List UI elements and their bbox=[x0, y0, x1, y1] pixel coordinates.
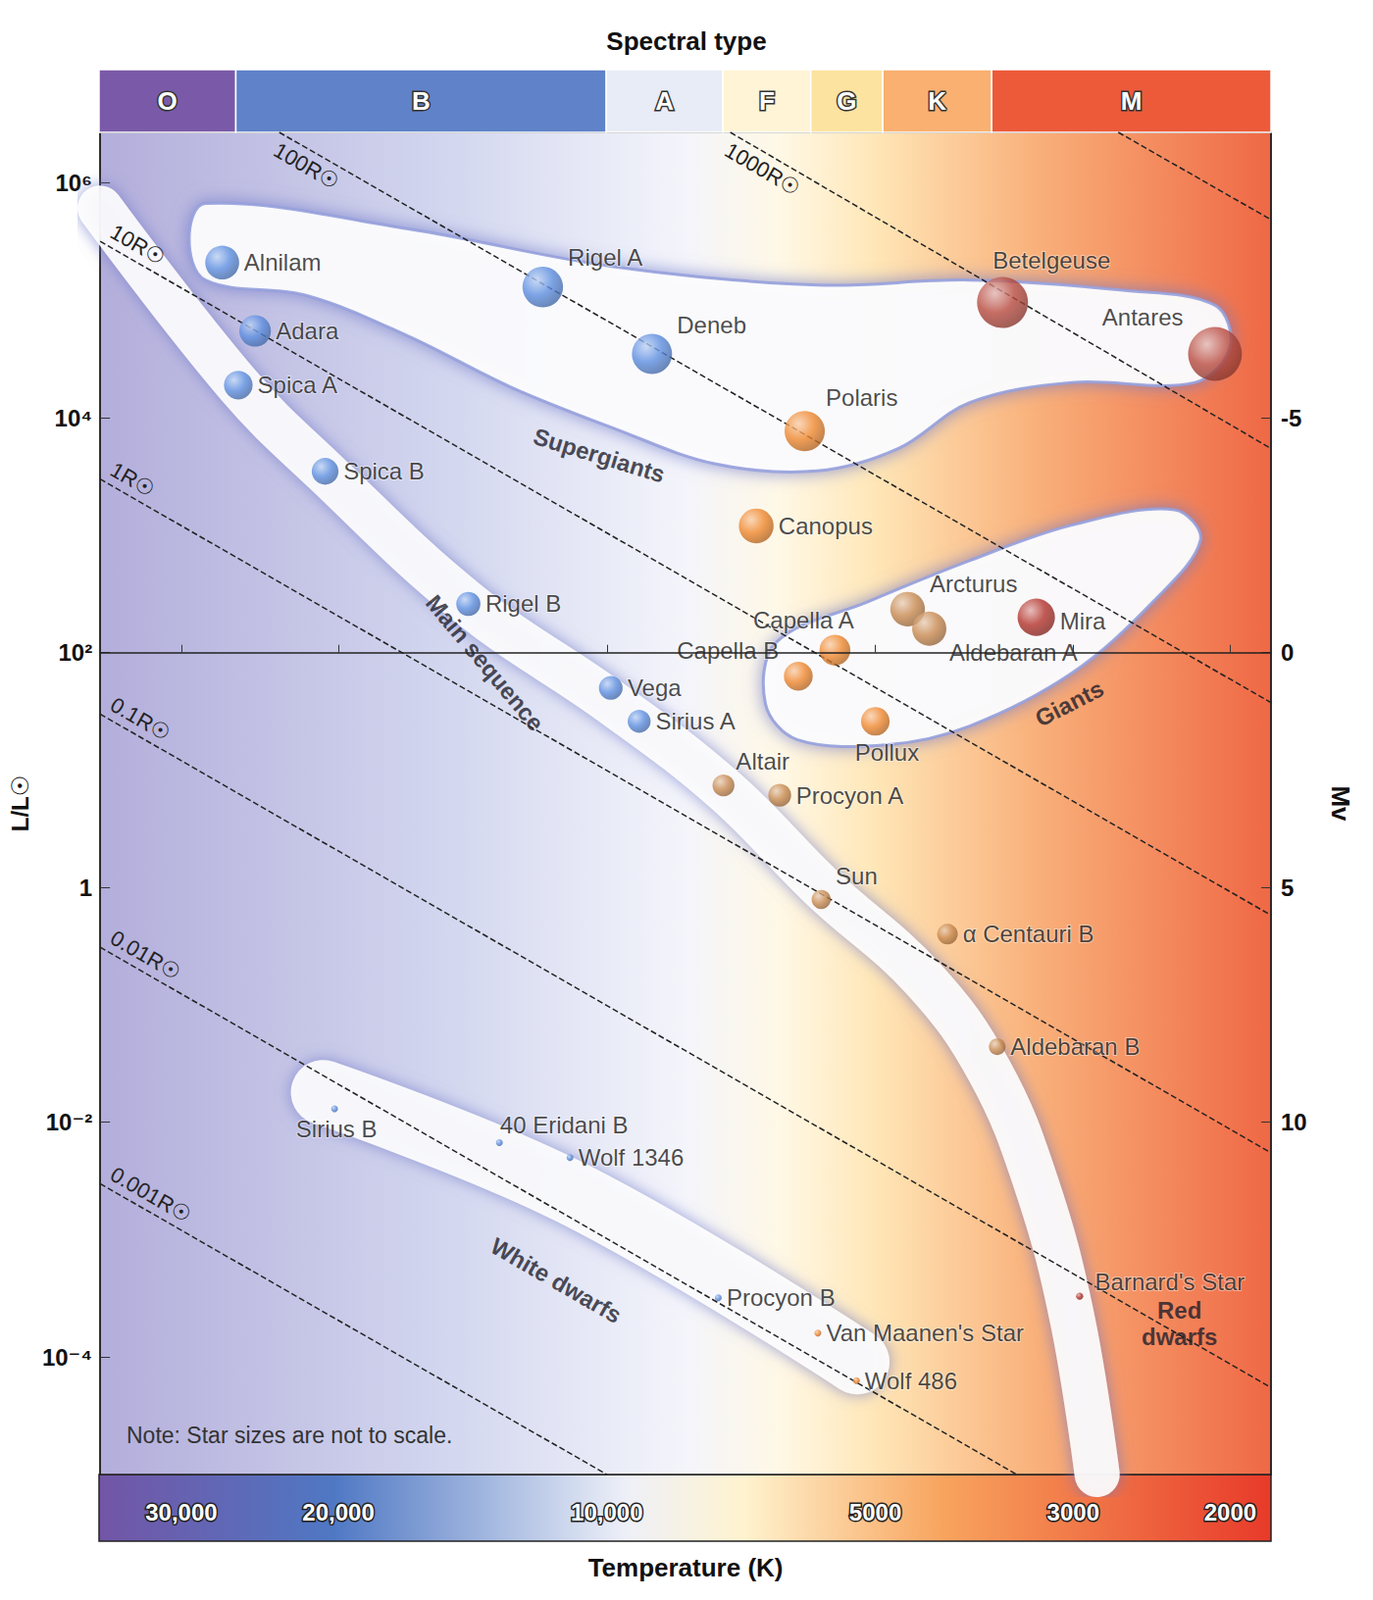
svg-text:L/L☉: L/L☉ bbox=[6, 775, 34, 833]
svg-text:Barnard's Star: Barnard's Star bbox=[1095, 1269, 1246, 1296]
svg-text:2000: 2000 bbox=[1204, 1499, 1257, 1526]
svg-text:10⁻⁴: 10⁻⁴ bbox=[42, 1344, 93, 1372]
svg-text:White dwarfs: White dwarfs bbox=[486, 1232, 627, 1329]
svg-text:1R☉: 1R☉ bbox=[105, 457, 159, 503]
svg-text:0.001R☉: 0.001R☉ bbox=[105, 1162, 196, 1228]
svg-text:10,000: 10,000 bbox=[570, 1499, 643, 1526]
svg-text:Vega: Vega bbox=[627, 674, 682, 702]
svg-text:Aldebaran A: Aldebaran A bbox=[949, 639, 1078, 666]
svg-text:Van Maanen's Star: Van Maanen's Star bbox=[825, 1320, 1024, 1347]
svg-text:Capella B: Capella B bbox=[676, 637, 779, 664]
svg-text:10⁻²: 10⁻² bbox=[46, 1109, 93, 1136]
svg-text:40 Eridani B: 40 Eridani B bbox=[500, 1112, 629, 1139]
svg-text:1000R☉: 1000R☉ bbox=[720, 138, 806, 202]
svg-text:Pollux: Pollux bbox=[855, 739, 919, 766]
svg-text:1: 1 bbox=[79, 874, 93, 902]
svg-text:α Centauri B: α Centauri B bbox=[963, 920, 1095, 948]
svg-text:10⁴: 10⁴ bbox=[54, 405, 94, 432]
svg-text:Rigel A: Rigel A bbox=[567, 244, 643, 271]
svg-text:Capella A: Capella A bbox=[753, 607, 855, 634]
svg-text:Polaris: Polaris bbox=[825, 384, 898, 411]
svg-text:B: B bbox=[411, 86, 431, 116]
svg-text:Giants: Giants bbox=[1030, 674, 1109, 732]
svg-text:10R☉: 10R☉ bbox=[105, 219, 170, 271]
svg-text:Wolf 486: Wolf 486 bbox=[864, 1368, 958, 1395]
svg-text:0.01R☉: 0.01R☉ bbox=[105, 925, 185, 986]
svg-text:Sirius B: Sirius B bbox=[296, 1116, 378, 1143]
svg-text:Wolf 1346: Wolf 1346 bbox=[578, 1144, 685, 1171]
svg-text:G: G bbox=[836, 86, 857, 116]
svg-text:Deneb: Deneb bbox=[676, 311, 747, 339]
svg-text:30,000: 30,000 bbox=[145, 1499, 217, 1526]
svg-text:10: 10 bbox=[1280, 1109, 1308, 1136]
svg-text:Red: Red bbox=[1157, 1297, 1202, 1324]
svg-text:Sun: Sun bbox=[835, 863, 878, 890]
svg-text:Adara: Adara bbox=[275, 317, 340, 345]
svg-text:Spica A: Spica A bbox=[257, 371, 338, 399]
svg-text:O: O bbox=[157, 86, 178, 116]
svg-text:20,000: 20,000 bbox=[302, 1499, 374, 1526]
svg-text:Main sequence: Main sequence bbox=[420, 589, 550, 737]
svg-text:10²: 10² bbox=[57, 639, 93, 666]
svg-text:3000: 3000 bbox=[1047, 1499, 1100, 1526]
svg-text:K: K bbox=[927, 86, 947, 116]
svg-text:Betelgeuse: Betelgeuse bbox=[992, 247, 1111, 274]
svg-text:Procyon B: Procyon B bbox=[726, 1284, 836, 1312]
svg-text:Spica B: Spica B bbox=[343, 457, 425, 485]
svg-text:100R☉: 100R☉ bbox=[269, 138, 344, 196]
svg-text:Supergiants: Supergiants bbox=[530, 422, 668, 488]
svg-text:Altair: Altair bbox=[735, 748, 790, 775]
svg-text:Alnilam: Alnilam bbox=[244, 249, 322, 276]
svg-text:5000: 5000 bbox=[849, 1499, 902, 1526]
svg-text:Mv: Mv bbox=[1325, 785, 1356, 822]
svg-text:Canopus: Canopus bbox=[778, 512, 873, 540]
svg-text:Arcturus: Arcturus bbox=[929, 570, 1018, 598]
svg-text:dwarfs: dwarfs bbox=[1141, 1323, 1218, 1351]
svg-text:10⁶: 10⁶ bbox=[55, 169, 93, 197]
svg-text:A: A bbox=[655, 86, 674, 116]
svg-text:Spectral type: Spectral type bbox=[606, 26, 766, 56]
svg-text:0: 0 bbox=[1280, 639, 1294, 666]
svg-text:Procyon A: Procyon A bbox=[796, 782, 904, 810]
svg-text:Mira: Mira bbox=[1060, 608, 1107, 635]
svg-text:Aldebaran B: Aldebaran B bbox=[1010, 1033, 1140, 1061]
svg-text:5: 5 bbox=[1280, 874, 1294, 902]
svg-text:Antares: Antares bbox=[1102, 304, 1184, 331]
svg-text:M: M bbox=[1120, 86, 1143, 116]
svg-text:-5: -5 bbox=[1280, 405, 1302, 432]
svg-text:Rigel B: Rigel B bbox=[485, 590, 561, 617]
svg-text:F: F bbox=[759, 86, 775, 116]
svg-text:Sirius A: Sirius A bbox=[655, 708, 735, 735]
svg-text:0.1R☉: 0.1R☉ bbox=[105, 692, 175, 747]
svg-text:Note: Star sizes are not to sc: Note: Star sizes are not to scale. bbox=[126, 1423, 453, 1449]
svg-text:Temperature (K): Temperature (K) bbox=[588, 1553, 784, 1583]
